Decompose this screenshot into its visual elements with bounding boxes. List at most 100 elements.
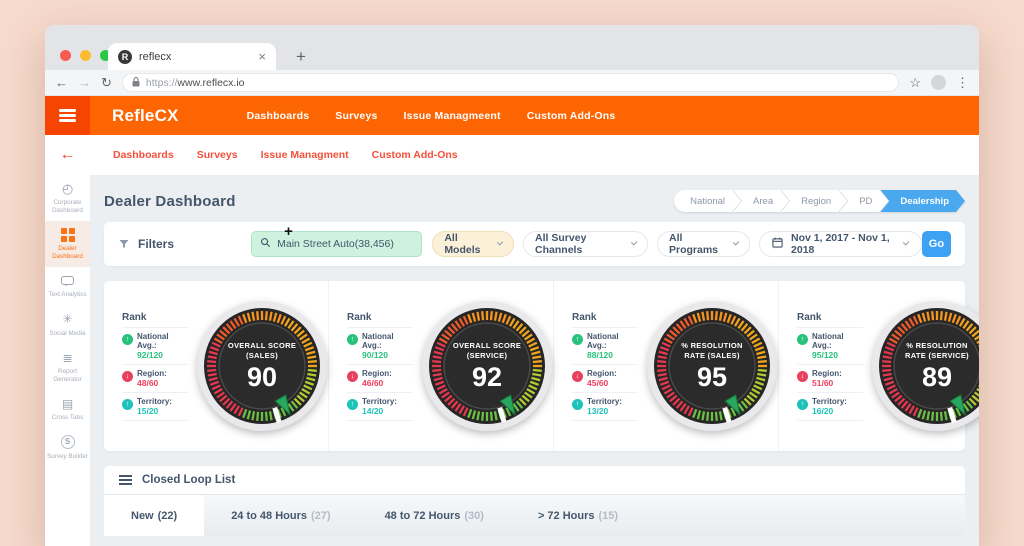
sidebar-item-report-generator[interactable]: ≣Report Generator [45,344,90,390]
breadcrumb-region[interactable]: Region [781,190,847,212]
dropdown-value: All Survey Channels [535,232,623,256]
rank-row: ↓Region:51/60 [797,365,863,393]
minimize-window-button[interactable] [80,50,91,61]
breadcrumb-dealership[interactable]: Dealership [880,190,965,212]
rank-text: Territory:15/20 [137,397,172,416]
rank-row: ↑ Territory:13/20 [572,393,638,421]
arrow-up-icon: ↑ [572,399,583,410]
rank-text: National Avg.:88/120 [587,332,638,360]
rank-column: Rank ↑National Avg.:90/120↓Region:46/60↑… [347,312,413,421]
new-tab-button[interactable]: + [288,47,314,67]
url-bar[interactable]: https://www.reflecx.io [122,73,899,92]
score-gauge: OVERALL SCORE (SALES) 90 [196,300,328,432]
browser-avatar[interactable] [931,75,946,90]
dropdown-all-models[interactable]: All Models [432,231,514,257]
rank-value: 92/120 [137,351,188,360]
rank-label: Region: [137,369,167,378]
chevron-down-icon [630,239,637,246]
rank-text: Region:46/60 [362,369,392,388]
hamburger-menu-button[interactable] [45,96,90,135]
sidebar-item-dealer-dashboard[interactable]: Dealer Dashboard [45,221,90,267]
rank-text: Territory:13/20 [587,397,622,416]
sidebar-item-cross-tabs[interactable]: ▤Cross Tabs [45,390,90,429]
rank-value: 13/20 [587,407,622,416]
secondary-nav-item[interactable]: Custom Add-Ons [372,149,458,161]
rank-text: Region:48/60 [137,369,167,388]
rank-row: ↑National Avg.:92/120 [122,328,188,365]
secondary-nav-item[interactable]: Dashboards [113,149,174,161]
secondary-nav-item[interactable]: Surveys [197,149,238,161]
sidebar-item-social-media[interactable]: ✳Social Media [45,306,90,345]
date-range-value: Nov 1, 2017 - Nov 1, 2018 [791,232,896,256]
back-icon[interactable]: ← [55,75,68,90]
score-gauge: % RESOLUTION RATE (SALES) 95 [646,300,778,432]
tab-label: New [131,510,154,522]
close-window-button[interactable] [60,50,71,61]
dealer-search-input[interactable]: Main Street Auto(38,456) + [251,231,422,257]
dropdown-value: All Models [444,232,489,256]
rank-value: 16/20 [812,407,847,416]
closed-loop-tab[interactable]: 48 to 72 Hours(30) [358,495,511,536]
rank-label: Territory: [812,397,847,406]
search-icon [260,235,271,253]
rank-label: National Avg.: [812,332,863,350]
forward-icon[interactable]: → [78,75,91,90]
go-button[interactable]: Go [922,231,951,257]
closed-loop-tab[interactable]: > 72 Hours (15) [511,495,645,536]
date-range-dropdown[interactable]: Nov 1, 2017 - Nov 1, 2018 [759,231,922,257]
rank-text: National Avg.:95/120 [812,332,863,360]
rank-label: Region: [812,369,842,378]
share-icon: ✳ [62,312,72,327]
header-nav: Dashboards Surveys Issue Managmeent Custom … [247,110,616,122]
arrow-down-icon: ↓ [347,371,358,382]
sidebar-item-label: Text Analytics [48,291,86,299]
rank-label: National Avg.: [137,332,188,350]
chat-icon [61,273,74,288]
header-nav-item[interactable]: Surveys [335,110,377,122]
header-nav-item[interactable]: Dashboards [247,110,310,122]
reload-icon[interactable]: ↻ [101,75,112,91]
rank-value: 46/60 [362,379,392,388]
browser-tab[interactable]: R reflecx × [108,43,276,70]
arrow-down-icon: ↓ [572,371,583,382]
sidebar-item-corporate-dashboard[interactable]: ◴Corporate Dashboard [45,175,90,221]
browser-menu-icon[interactable]: ⋮ [956,75,969,91]
mouse-cursor: + [284,223,293,240]
closed-loop-tabs: New(22)24 to 48 Hours(27)48 to 72 Hours(… [104,494,965,536]
rank-heading: Rank [347,312,413,328]
closed-loop-tab[interactable]: New(22) [104,495,204,536]
breadcrumb-area[interactable]: Area [733,190,789,212]
chevron-down-icon [732,239,739,246]
grid-icon [61,227,75,242]
rank-text: Region:51/60 [812,369,842,388]
url-scheme: https:// [146,77,178,89]
tab-label: > 72 Hours [538,510,595,522]
rank-column: Rank ↑National Avg.:92/120↓Region:48/60↑… [122,312,188,421]
secondary-nav-item[interactable]: Issue Managment [261,149,349,161]
sidebar-item-survey-builder[interactable]: SSurvey Builder [45,429,90,468]
sidebar-item-text-analytics[interactable]: Text Analytics [45,267,90,306]
filters-bar: Filters Main Street Auto(38,456) + All M… [104,222,965,266]
browser-window: R reflecx × + ← → ↻ https://www.reflecx.… [45,25,979,546]
closed-loop-tab[interactable]: 24 to 48 Hours(27) [204,495,357,536]
tab-count: (15) [599,510,619,522]
window-controls [60,50,111,61]
bookmark-star-icon[interactable]: ☆ [909,75,921,91]
favicon: R [118,50,132,64]
header-nav-item[interactable]: Issue Managmeent [404,110,501,122]
rank-row: ↓Region:45/60 [572,365,638,393]
header-nav-item[interactable]: Custom Add-Ons [527,110,616,122]
lock-icon [132,74,140,92]
sidebar-item-label: Corporate Dashboard [46,199,89,214]
rank-text: Territory:14/20 [362,397,397,416]
rank-heading: Rank [122,312,188,328]
app-logo[interactable]: RefleCX [112,106,179,126]
filter-funnel-icon [118,238,130,250]
tab-close-icon[interactable]: × [258,49,266,64]
rank-value: 48/60 [137,379,167,388]
dropdown-all-programs[interactable]: All Programs [657,231,750,257]
breadcrumb-national[interactable]: National [674,190,741,212]
page-title: Dealer Dashboard [104,193,236,210]
dropdown-all-survey-channels[interactable]: All Survey Channels [523,231,648,257]
sidebar-back-arrow-icon[interactable]: ← [60,135,76,175]
